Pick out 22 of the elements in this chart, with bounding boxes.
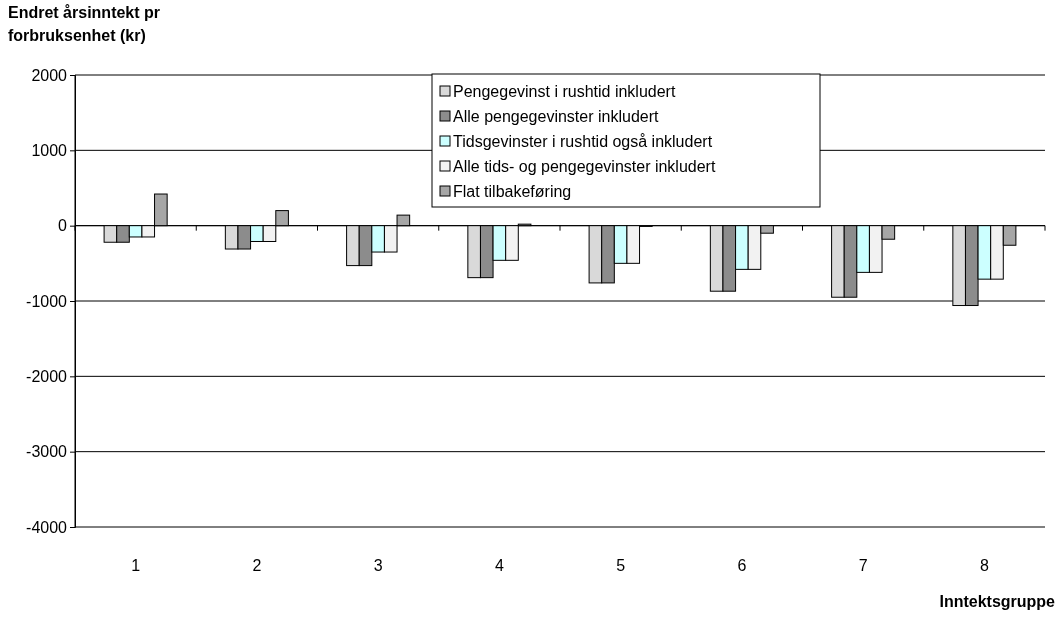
- x-axis-title: Inntektsgruppe: [939, 593, 1056, 610]
- x-tick-label: 3: [373, 557, 383, 574]
- y-tick-label: -2000: [26, 367, 68, 385]
- legend-label: Flat tilbakeføring: [453, 183, 572, 200]
- x-tick-label: 4: [494, 557, 504, 574]
- y-tick-label: 0: [58, 217, 68, 235]
- x-tick-label: 1: [131, 557, 141, 574]
- x-tick-label: 2: [252, 557, 262, 574]
- y-tick-label: 1000: [31, 141, 68, 159]
- x-tick-label: 7: [858, 557, 868, 574]
- legend-label: Tidsgevinster i rushtid også inkludert: [453, 133, 713, 150]
- y-tick-label: -1000: [26, 292, 68, 310]
- y-tick-label: -3000: [26, 443, 68, 461]
- x-tick-label: 5: [616, 557, 626, 574]
- y-tick-label: -4000: [26, 518, 68, 536]
- y-tick-label: 2000: [31, 66, 68, 84]
- y-axis-title: Endret årsinntekt pr forbruksenhet (kr): [8, 4, 161, 44]
- legend-label: Alle tids- og pengegevinster inkludert: [453, 158, 716, 175]
- legend-label: Pengegevinst i rushtid inkludert: [453, 83, 676, 100]
- legend-label: Alle pengegevinster inkludert: [453, 108, 660, 125]
- x-tick-label: 6: [737, 557, 747, 574]
- x-tick-label: 8: [979, 557, 989, 574]
